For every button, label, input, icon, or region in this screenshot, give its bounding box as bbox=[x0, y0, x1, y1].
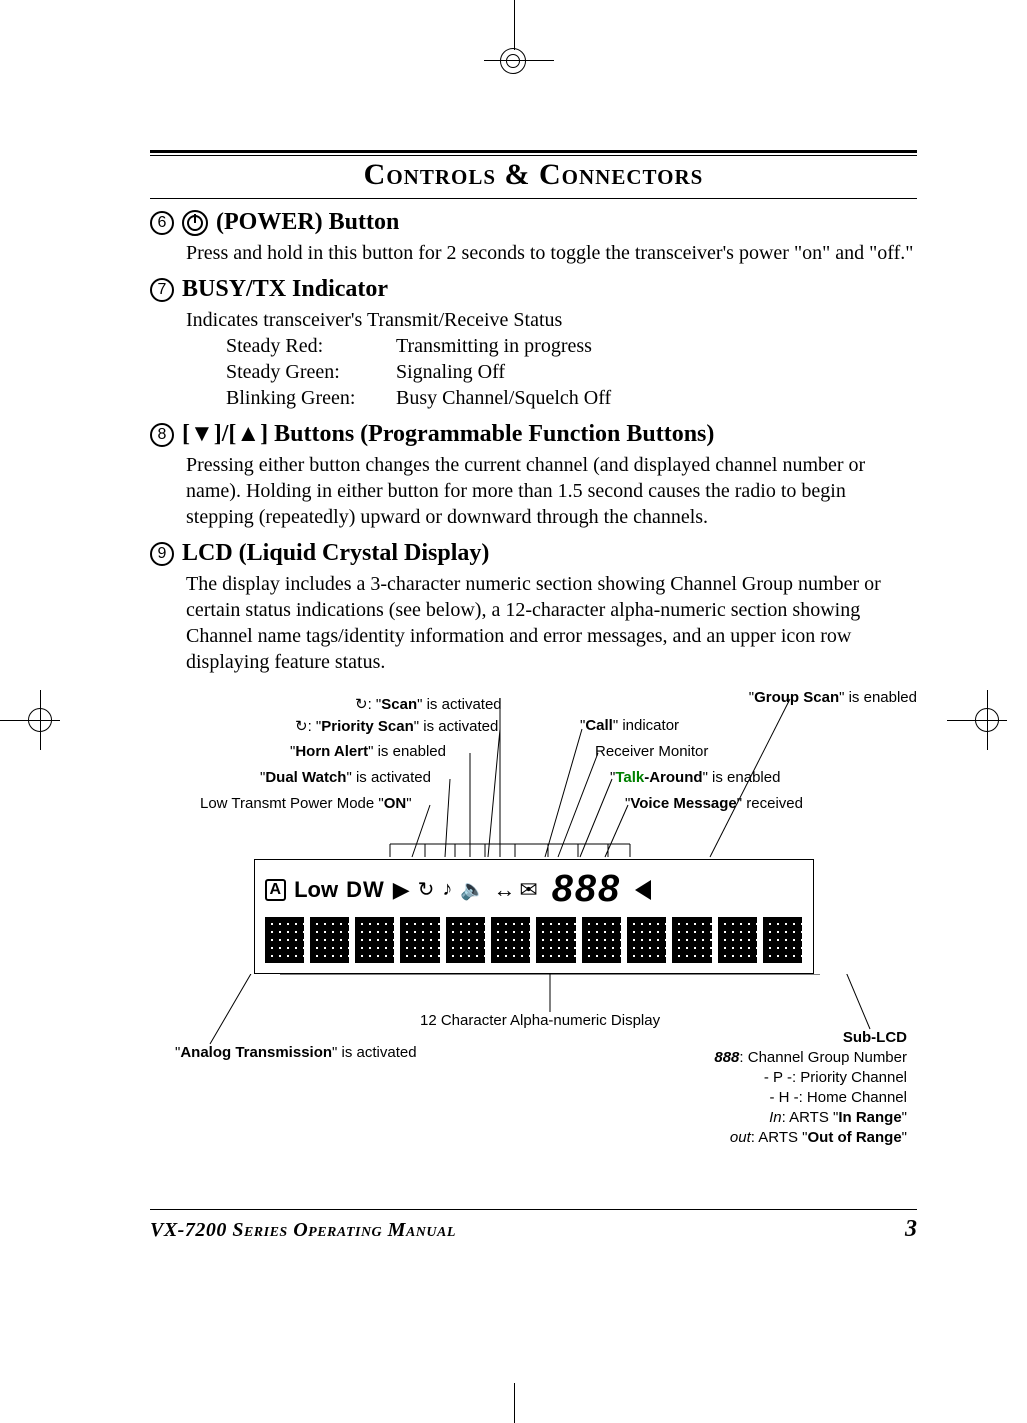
status-val-green: Signaling Off bbox=[396, 359, 505, 385]
status-val-blink: Busy Channel/Squelch Off bbox=[396, 385, 611, 411]
lcd-diagram: "Group Scan" is enabled ↻: "Scan" is act… bbox=[150, 689, 917, 1154]
lbl-group-scan: "Group Scan" is enabled bbox=[749, 689, 917, 706]
lbl-call: "Call" indicator bbox=[580, 717, 679, 734]
status-label-blink: Blinking Green: bbox=[226, 385, 396, 411]
lbl-rxmon: Receiver Monitor bbox=[595, 743, 708, 760]
lcd-icon-tri bbox=[635, 880, 651, 900]
item-num-7: 7 bbox=[150, 278, 174, 302]
crop-mark-left bbox=[0, 680, 80, 760]
footer-manual: VX-7200 Series Operating Manual bbox=[150, 1219, 456, 1242]
status-label-green: Steady Green: bbox=[226, 359, 396, 385]
lcd-seg-888: 888 bbox=[552, 868, 621, 911]
item-lcd: 9 LCD (Liquid Crystal Display) The displ… bbox=[150, 540, 917, 675]
item-num-9: 9 bbox=[150, 542, 174, 566]
lcd-icon-dw: DW bbox=[346, 877, 385, 903]
item-body-8: Pressing either button changes the curre… bbox=[186, 452, 917, 530]
lbl-sub-2: - H -: Home Channel bbox=[769, 1089, 907, 1106]
status-label-red: Steady Red: bbox=[226, 333, 396, 359]
lcd-icon-horn: ▶ bbox=[393, 877, 410, 903]
lbl-12char: 12 Character Alpha-numeric Display bbox=[420, 1012, 660, 1029]
lcd-12char-row bbox=[265, 917, 803, 963]
item-body-9: The display includes a 3-character numer… bbox=[186, 571, 917, 675]
lbl-sub-3: In: ARTS "In Range" bbox=[769, 1109, 907, 1126]
item-body-6: Press and hold in this button for 2 seco… bbox=[186, 240, 917, 266]
lbl-sub-0: 888: Channel Group Number bbox=[714, 1049, 907, 1066]
item-num-8: 8 bbox=[150, 423, 174, 447]
rule-under-title bbox=[150, 198, 917, 199]
lbl-horn: "Horn Alert" is enabled bbox=[290, 743, 446, 760]
lcd-frame: A Low DW ▶ ↻ ♪ 🔈 ↔ ✉ 888 bbox=[254, 859, 814, 974]
lcd-icon-talkaround: ↔ bbox=[493, 877, 511, 903]
lbl-talk: "Talk-Around" is enabled bbox=[610, 769, 780, 786]
item-title-8: [▼]/[▲] Buttons (Programmable Function B… bbox=[182, 421, 714, 448]
lbl-sub-1: - P -: Priority Channel bbox=[764, 1069, 907, 1086]
item-title-7: BUSY/TX Indicator bbox=[182, 276, 388, 303]
lbl-pri-scan: ↻: "Priority Scan" is activated bbox=[295, 717, 498, 735]
lcd-icon-scan: ↻ bbox=[418, 877, 435, 902]
lcd-icon-spk: 🔈 bbox=[460, 877, 485, 902]
item-title-6: (POWER) Button bbox=[216, 209, 399, 236]
lcd-icon-envelope: ✉ bbox=[519, 877, 537, 903]
rule-top bbox=[150, 150, 917, 156]
lcd-icon-low: Low bbox=[294, 877, 338, 903]
item-power-button: 6 (POWER) Button Press and hold in this … bbox=[150, 209, 917, 266]
page-title: Controls & Connectors bbox=[150, 158, 917, 192]
lbl-voice: "Voice Message" received bbox=[625, 795, 803, 812]
item-title-9: LCD (Liquid Crystal Display) bbox=[182, 540, 489, 567]
power-icon bbox=[182, 210, 208, 236]
lbl-low: Low Transmt Power Mode "ON" bbox=[200, 795, 412, 812]
lbl-sub-4: out: ARTS "Out of Range" bbox=[730, 1129, 907, 1146]
page-footer: VX-7200 Series Operating Manual 3 bbox=[150, 1209, 917, 1243]
item-arrow-buttons: 8 [▼]/[▲] Buttons (Programmable Function… bbox=[150, 421, 917, 530]
lbl-analog: "Analog Transmission" is activated bbox=[175, 1044, 417, 1061]
lcd-icon-note: ♪ bbox=[442, 878, 452, 901]
lbl-sublcd-head: Sub-LCD bbox=[843, 1029, 907, 1046]
lbl-dw: "Dual Watch" is activated bbox=[260, 769, 431, 786]
footer-page: 3 bbox=[905, 1216, 917, 1243]
crop-mark-right bbox=[947, 680, 1027, 760]
status-val-red: Transmitting in progress bbox=[396, 333, 592, 359]
lcd-icon-analog: A bbox=[265, 879, 287, 901]
item-lead-7: Indicates transceiver's Transmit/Receive… bbox=[186, 307, 917, 333]
page-content: Controls & Connectors 6 (POWER) Button P… bbox=[150, 150, 917, 1243]
lbl-scan: ↻: "Scan" is activated bbox=[355, 695, 502, 713]
item-busy-tx: 7 BUSY/TX Indicator Indicates transceive… bbox=[150, 276, 917, 411]
crop-mark-top bbox=[474, 20, 554, 100]
item-num-6: 6 bbox=[150, 211, 174, 235]
